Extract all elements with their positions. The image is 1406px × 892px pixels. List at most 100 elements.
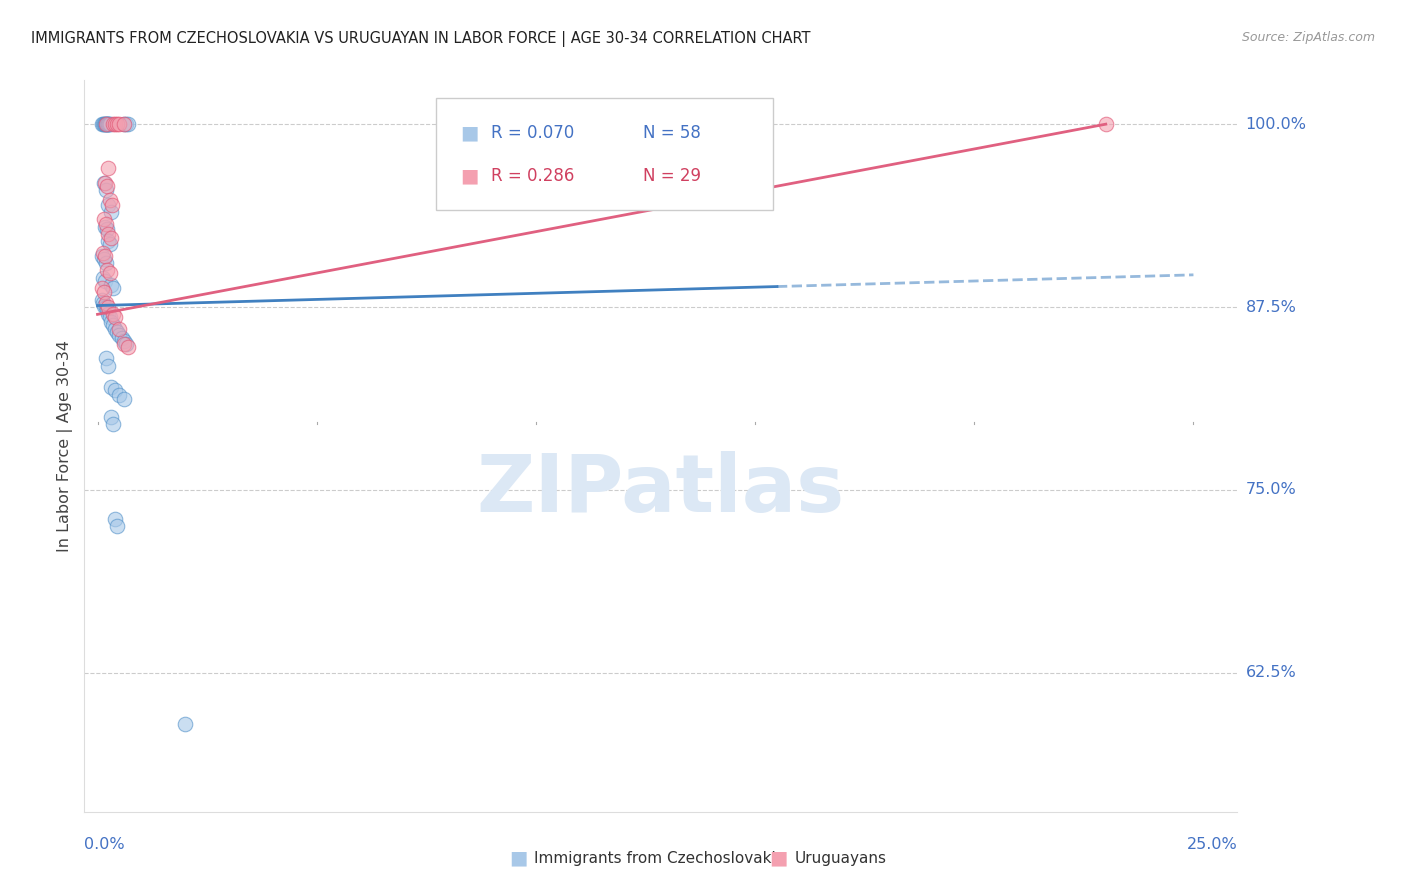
Point: [104, 384, 127, 398]
Point: [98, 117, 121, 131]
Point: [94, 274, 117, 288]
Text: N = 29: N = 29: [643, 168, 700, 186]
Point: [96, 117, 118, 131]
Point: [97, 307, 120, 321]
Point: [97, 117, 120, 131]
Point: [90, 281, 112, 295]
Point: [700, 117, 723, 131]
Point: [94, 249, 117, 263]
Point: [112, 336, 135, 351]
Point: [97, 197, 120, 211]
Point: [112, 392, 135, 407]
Point: [90, 249, 112, 263]
Point: [96, 222, 118, 236]
Point: [101, 281, 124, 295]
Point: [105, 117, 128, 131]
Point: [93, 212, 115, 227]
Point: [96, 256, 118, 270]
Text: Uruguayans: Uruguayans: [794, 851, 886, 865]
Text: R = 0.286: R = 0.286: [491, 168, 574, 186]
Point: [100, 380, 122, 394]
Point: [96, 295, 118, 310]
Point: [93, 285, 115, 300]
Point: [108, 117, 131, 131]
Text: 100.0%: 100.0%: [1246, 117, 1306, 132]
Point: [101, 417, 124, 431]
Point: [97, 359, 120, 373]
Point: [97, 161, 120, 175]
Point: [108, 322, 131, 336]
Point: [115, 336, 138, 351]
Point: [93, 252, 115, 266]
Point: [174, 717, 197, 731]
Text: R = 0.070: R = 0.070: [491, 124, 574, 143]
Point: [97, 300, 120, 314]
Point: [112, 334, 135, 348]
Point: [90, 117, 112, 131]
Point: [96, 117, 118, 131]
Point: [93, 299, 115, 313]
Point: [94, 117, 117, 131]
Point: [90, 293, 112, 307]
Point: [98, 310, 121, 325]
Point: [108, 388, 131, 402]
Point: [96, 217, 118, 231]
Y-axis label: In Labor Force | Age 30-34: In Labor Force | Age 30-34: [58, 340, 73, 552]
Point: [91, 270, 114, 285]
Point: [117, 339, 139, 353]
Point: [1094, 117, 1116, 131]
Point: [96, 178, 118, 193]
Text: Immigrants from Czechoslovakia: Immigrants from Czechoslovakia: [534, 851, 786, 865]
Point: [104, 117, 127, 131]
Point: [100, 278, 122, 293]
Text: 25.0%: 25.0%: [1187, 837, 1237, 852]
Text: 62.5%: 62.5%: [1246, 665, 1296, 681]
Point: [105, 519, 128, 533]
Text: IMMIGRANTS FROM CZECHOSLOVAKIA VS URUGUAYAN IN LABOR FORCE | AGE 30-34 CORRELATI: IMMIGRANTS FROM CZECHOSLOVAKIA VS URUGUA…: [31, 31, 810, 47]
Point: [91, 117, 114, 131]
Point: [111, 331, 134, 345]
Point: [101, 318, 124, 332]
Point: [91, 246, 114, 260]
Text: 75.0%: 75.0%: [1246, 483, 1296, 498]
Point: [93, 117, 115, 131]
Point: [100, 197, 122, 211]
Text: N = 58: N = 58: [643, 124, 700, 143]
Point: [108, 327, 131, 342]
Point: [98, 266, 121, 280]
Point: [93, 176, 115, 190]
Text: ■: ■: [769, 848, 787, 868]
Point: [96, 300, 118, 314]
Point: [97, 227, 120, 241]
Point: [101, 117, 124, 131]
Point: [94, 219, 117, 234]
Point: [100, 315, 122, 329]
Point: [100, 205, 122, 219]
Point: [96, 302, 118, 317]
Point: [98, 237, 121, 252]
Point: [112, 117, 135, 131]
Point: [115, 117, 138, 131]
Point: [96, 117, 118, 131]
Point: [96, 117, 118, 131]
Point: [94, 176, 117, 190]
Point: [105, 325, 128, 339]
Text: ■: ■: [509, 848, 527, 868]
Point: [97, 117, 120, 131]
Point: [98, 193, 121, 207]
Point: [100, 231, 122, 245]
Point: [98, 117, 121, 131]
Point: [96, 183, 118, 197]
Text: 87.5%: 87.5%: [1246, 300, 1296, 315]
Text: Source: ZipAtlas.com: Source: ZipAtlas.com: [1241, 31, 1375, 45]
Text: ■: ■: [460, 124, 478, 143]
Text: ZIPatlas: ZIPatlas: [477, 450, 845, 529]
Point: [117, 117, 139, 131]
Point: [104, 512, 127, 526]
Point: [104, 322, 127, 336]
Point: [101, 307, 124, 321]
Point: [104, 310, 127, 325]
Point: [112, 117, 135, 131]
Point: [91, 295, 114, 310]
Point: [96, 263, 118, 277]
